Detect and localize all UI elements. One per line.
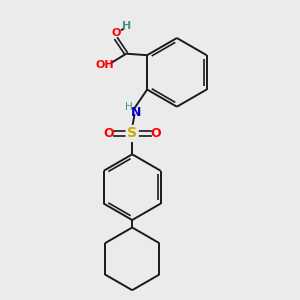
Text: OH: OH: [95, 60, 114, 70]
Text: S: S: [127, 126, 137, 140]
Text: N: N: [131, 106, 141, 119]
Text: H: H: [122, 21, 131, 31]
Text: H: H: [125, 102, 133, 112]
Text: O: O: [151, 127, 161, 140]
Text: O: O: [111, 28, 121, 38]
Text: O: O: [103, 127, 114, 140]
